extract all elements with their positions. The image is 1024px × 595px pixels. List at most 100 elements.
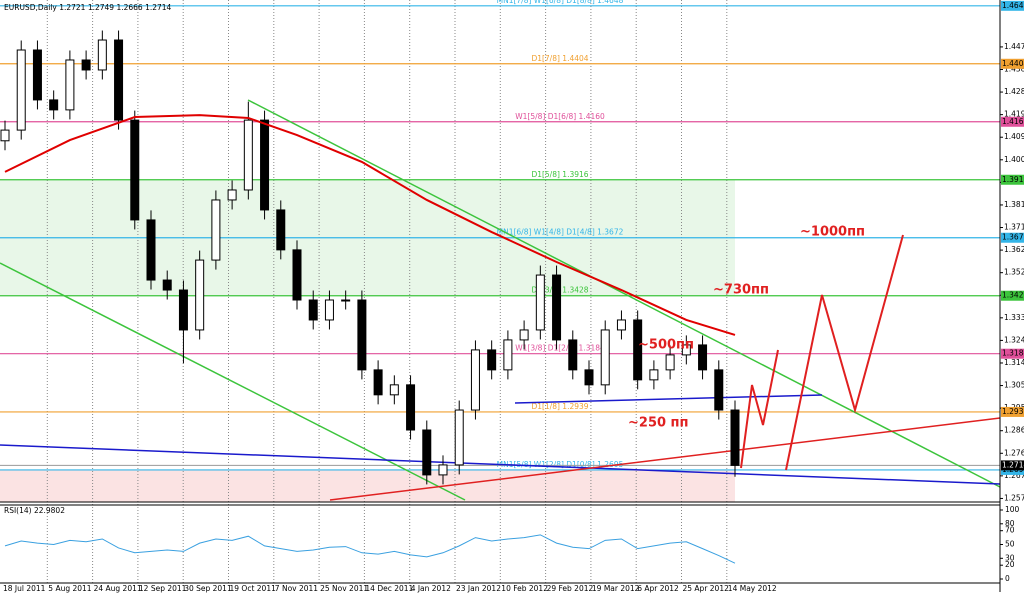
candle-body — [195, 259, 205, 331]
rsi-tick-label: 80 — [1005, 519, 1015, 528]
candle-body — [535, 274, 545, 331]
candle-body — [178, 289, 188, 331]
level-label: MN1[5/8] W1[2/8] D1[0/8] 1.2695 — [497, 460, 624, 469]
level-price-label: 1.4648 — [1002, 1, 1024, 10]
rsi-tick-label: 100 — [1005, 505, 1020, 514]
y-tick-label: 1.419 — [1004, 110, 1024, 119]
x-tick-label: 7 Nov 2011 — [275, 584, 318, 593]
level-price-box — [1001, 116, 1024, 127]
rsi-line — [4, 534, 736, 564]
y-tick-label: 1.4475 — [1004, 42, 1024, 51]
candles — [0, 30, 740, 485]
level-price-label: 1.3184 — [1002, 349, 1024, 358]
x-tick-label: 29 Feb 2012 — [547, 584, 594, 593]
candle-body — [584, 369, 594, 386]
x-tick-label: 14 Dec 2011 — [365, 584, 413, 593]
x-tick-label: 6 Apr 2012 — [637, 584, 679, 593]
x-tick-label: 25 Nov 2011 — [320, 584, 368, 593]
candle-body — [373, 369, 383, 396]
y-tick-label: 1.3620 — [1004, 245, 1024, 254]
x-tick-label: 18 Jul 2011 — [3, 584, 46, 593]
x-tick-label: 12 Sep 2011 — [139, 584, 187, 593]
candle-body — [32, 49, 42, 101]
level-price-box — [1001, 174, 1024, 185]
forecast-path — [740, 349, 779, 469]
candle-body — [389, 384, 399, 396]
candle-body — [422, 429, 432, 476]
candle-body — [114, 39, 124, 121]
candle-body — [16, 49, 26, 131]
x-tick-label: 19 Mar 2012 — [592, 584, 640, 593]
candle-body — [0, 129, 10, 142]
candle-body — [681, 344, 691, 356]
candle-body — [130, 119, 140, 221]
x-tick-label: 25 Apr 2012 — [683, 584, 730, 593]
rsi-tick-label: 20 — [1005, 560, 1015, 569]
y-tick-label: 1.286 — [1004, 426, 1024, 435]
level-label: W1[3/8] D1[2/8] 1.3184 — [515, 344, 605, 353]
x-tick-label: 19 Oct 2011 — [230, 584, 277, 593]
y-tick-label: 1.3525 — [1004, 268, 1024, 277]
level-price-box — [1001, 0, 1024, 11]
candle-body — [552, 274, 562, 341]
y-tick-label: 1.381 — [1004, 200, 1024, 209]
rsi-tick-label: 70 — [1005, 526, 1015, 535]
level-price-label: 1.3916 — [1002, 175, 1024, 184]
drawings — [0, 99, 1001, 501]
annotation: ~1000пп — [800, 225, 865, 240]
trend-line — [0, 444, 1001, 485]
candle-body — [406, 384, 416, 431]
candle-body — [470, 349, 480, 411]
x-tick-label: 5 Aug 2011 — [48, 584, 91, 593]
candle-body — [162, 279, 172, 291]
rsi-tick-label: 0 — [1005, 574, 1010, 583]
header: EURUSD,Daily 1.2721 1.2749 1.2666 1.2714 — [4, 3, 172, 12]
candle-body — [568, 339, 578, 371]
x-tick-label: 24 Aug 2011 — [94, 584, 142, 593]
candle-body — [730, 409, 740, 466]
x-tick-label: 23 Jan 2012 — [456, 584, 501, 593]
candle-body — [308, 299, 318, 321]
candle-body — [454, 409, 464, 466]
current-price-box — [1001, 460, 1024, 471]
level-price-box — [1001, 58, 1024, 69]
level-price-label: 1.2939 — [1002, 407, 1024, 416]
annotation: ~250 пп — [628, 416, 689, 431]
rsi-tick-label: 50 — [1005, 540, 1015, 549]
candle-body — [81, 59, 91, 71]
x-tick-label: 14 May 2012 — [728, 584, 777, 593]
candle-body — [714, 369, 724, 411]
y-tick-label: 1.3145 — [1004, 358, 1024, 367]
candle-body — [276, 209, 286, 251]
trend-line — [247, 99, 1001, 488]
annotation: ~730пп — [713, 283, 769, 298]
rsi-title: RSI(14) 22.9802 — [4, 506, 65, 515]
level-price-box — [1001, 232, 1024, 243]
candle-body — [633, 319, 643, 381]
candle-body — [97, 39, 107, 71]
level-price-label: 1.4404 — [1002, 59, 1024, 68]
candle-body — [211, 199, 221, 261]
candle-body — [227, 189, 237, 201]
candle-body — [341, 299, 351, 302]
levels: MN1[7/8] W1[6/8] D1[8/8] 1.4648 D1[7/8] 1… — [0, 0, 1000, 471]
y-tick-label: 1.2765 — [1004, 448, 1024, 457]
candle-body — [49, 99, 59, 111]
trend-line — [329, 417, 1001, 501]
candle-body — [65, 59, 75, 111]
candle-body — [357, 299, 367, 371]
y-tick-label: 1.4285 — [1004, 87, 1024, 96]
candle-body — [292, 249, 302, 301]
x-tick-label: 4 Jan 2012 — [411, 584, 451, 593]
grid — [46, 0, 728, 583]
annotation: ~500пп — [638, 338, 694, 353]
level-price-box — [1001, 290, 1024, 301]
y-tick-label: 1.4380 — [1004, 64, 1024, 73]
candle-body — [324, 299, 334, 321]
candle-body — [260, 119, 270, 211]
level-label: MN1[7/8] W1[6/8] D1[8/8] 1.4648 — [497, 0, 624, 5]
